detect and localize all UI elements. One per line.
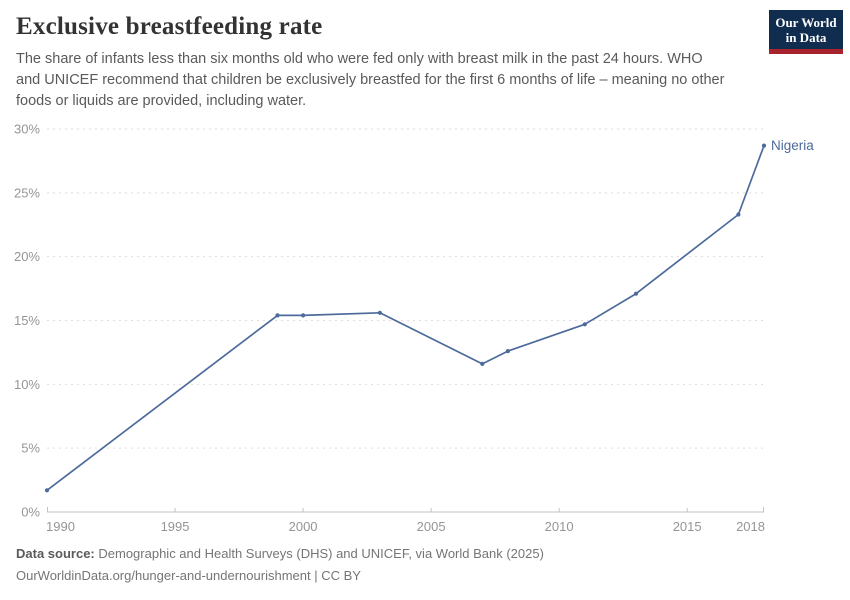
y-tick-label: 5% (21, 441, 40, 456)
logo-text-line1: Our World (775, 15, 837, 30)
data-source-line: Data source: Demographic and Health Surv… (16, 545, 544, 562)
data-point (275, 313, 280, 318)
data-point (480, 361, 485, 366)
data-point (736, 212, 741, 217)
data-point (633, 291, 639, 296)
owid-logo: Our World in Data (769, 10, 843, 54)
y-tick-label: 15% (14, 313, 40, 328)
data-source-label: Data source: (16, 546, 95, 561)
x-tick-label: 2005 (417, 519, 446, 534)
x-tick-label: 1995 (161, 519, 190, 534)
series-line (46, 145, 765, 491)
x-tick-label: 1990 (46, 519, 75, 534)
x-tick-label: 2000 (289, 519, 318, 534)
y-tick-label: 20% (14, 249, 40, 264)
data-point (582, 322, 587, 327)
y-tick-label: 30% (14, 122, 40, 137)
x-tick-label: 2015 (673, 519, 702, 534)
data-point (761, 143, 767, 148)
logo-text-line2: in Data (785, 30, 827, 45)
data-point (377, 310, 382, 315)
x-tick-label: 2018 (736, 519, 765, 534)
y-tick-label: 10% (14, 377, 40, 392)
data-point (505, 349, 510, 354)
y-tick-label: 0% (21, 505, 40, 520)
y-tick-label: 25% (14, 185, 40, 200)
chart-subtitle: The share of infants less than six month… (16, 51, 725, 109)
data-point (44, 488, 50, 493)
page-title: Exclusive breastfeeding rate (16, 13, 323, 40)
series-end-label: Nigeria (771, 138, 814, 153)
footer-note: OurWorldinData.org/hunger-and-undernouri… (16, 568, 361, 583)
chart-footer: Data source: Demographic and Health Surv… (16, 545, 544, 589)
x-tick-label: 2010 (545, 519, 574, 534)
data-source-text: Demographic and Health Surveys (DHS) and… (98, 546, 544, 561)
data-point (301, 313, 306, 318)
